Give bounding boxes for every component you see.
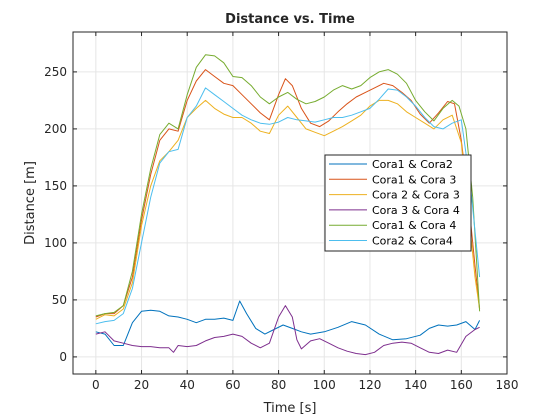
- x-tick-label: 20: [134, 378, 149, 392]
- y-tick-label: 250: [44, 65, 67, 79]
- y-tick-label: 50: [52, 293, 67, 307]
- legend-label-4: Cora 3 & Cora 4: [372, 204, 460, 217]
- legend-box: [324, 154, 472, 252]
- series-line-5: [95, 54, 481, 317]
- x-tick-label: 140: [404, 378, 427, 392]
- x-axis-label: Time [s]: [263, 401, 317, 416]
- legend-label-6: Cora2 & Cora4: [372, 235, 453, 248]
- series-line-4: [95, 305, 480, 356]
- legend-items: Cora1 & Cora2 Cora1 & Cora 3 Cora 2 & Cora…: [329, 158, 460, 248]
- legend-label-5: Cora1 & Cora 4: [372, 219, 456, 232]
- series-lines: [95, 54, 481, 356]
- x-tick-label: 120: [358, 378, 381, 392]
- series-line-6: [95, 87, 481, 325]
- x-tick-label: 100: [313, 378, 336, 392]
- legend-label-2: Cora1 & Cora 3: [372, 173, 456, 186]
- x-tick-label: 80: [271, 378, 286, 392]
- ticks: 0 20 40 60 80 100 120 140 160 180 0 50 100 150 200 250: [44, 32, 518, 392]
- series-line-2: [95, 69, 481, 318]
- y-axis-label: Distance [m]: [23, 161, 38, 245]
- y-tick-label: 0: [59, 350, 67, 364]
- chart-title: Distance vs. Time: [225, 12, 355, 27]
- y-tick-label: 200: [44, 122, 67, 136]
- legend-label-3: Cora 2 & Cora 3: [372, 189, 460, 202]
- x-tick-label: 0: [92, 378, 100, 392]
- x-tick-label: 160: [450, 378, 473, 392]
- series-line-3: [95, 99, 481, 320]
- x-tick-label: 40: [180, 378, 195, 392]
- legend-label-1: Cora1 & Cora2: [372, 158, 453, 171]
- axes-box: [72, 31, 508, 375]
- x-tick-label: 60: [225, 378, 240, 392]
- series-line-1: [95, 300, 481, 346]
- x-tick-label: 180: [496, 378, 519, 392]
- legend: Cora1 & Cora2 Cora1 & Cora 3 Cora 2 & Cora…: [324, 154, 472, 252]
- y-tick-label: 100: [44, 236, 67, 250]
- y-tick-label: 150: [44, 179, 67, 193]
